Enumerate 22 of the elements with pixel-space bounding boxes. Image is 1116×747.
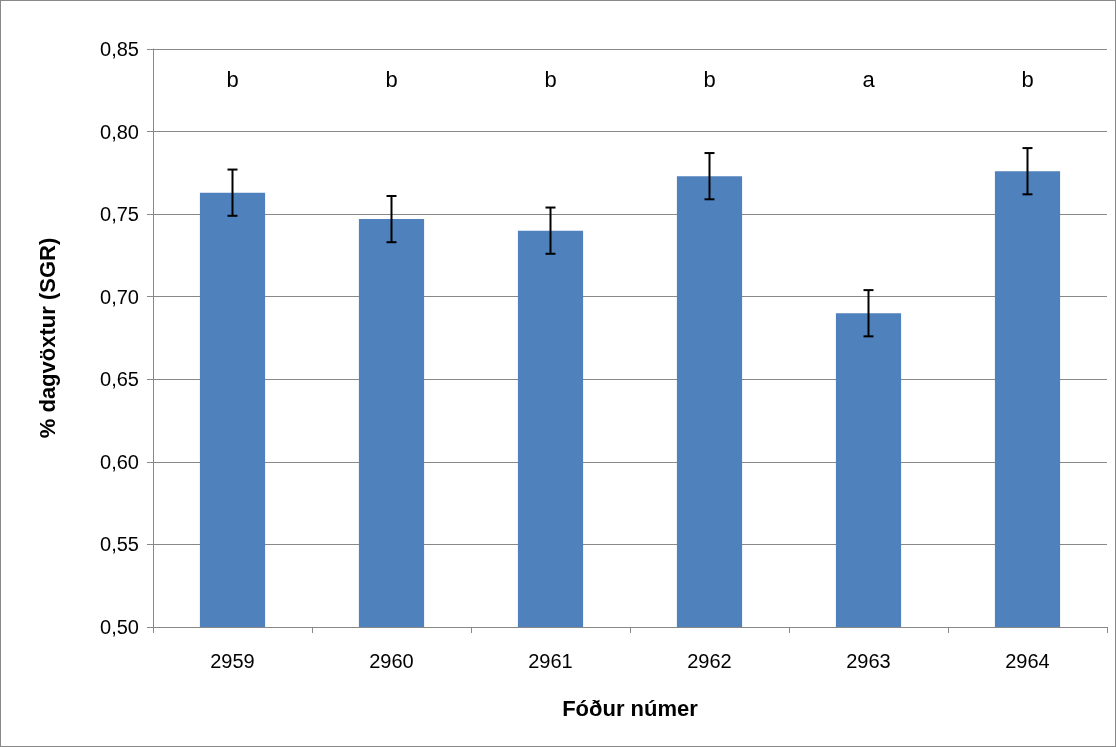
- annotation: b: [703, 66, 716, 92]
- x-tick-label: 2963: [846, 650, 891, 672]
- annotation: b: [1021, 66, 1034, 92]
- y-tick-label: 0,80: [100, 120, 139, 143]
- y-tick-label: 0,60: [100, 450, 139, 473]
- x-tick-label: 2961: [528, 650, 573, 672]
- y-tick-label: 0,55: [100, 533, 139, 556]
- x-tick-label: 2959: [210, 650, 255, 672]
- annotation: b: [544, 66, 557, 92]
- y-tick-label: 0,50: [100, 616, 139, 638]
- annotation: b: [226, 66, 239, 92]
- y-axis-title: % dagvöxtur (SGR): [34, 237, 60, 439]
- x-tick-label: 2960: [369, 650, 414, 672]
- x-tick-label: 2964: [1005, 650, 1050, 672]
- x-axis-title: Fóður númer: [562, 695, 699, 721]
- y-tick-label: 0,70: [100, 285, 139, 308]
- x-tick-label: 2962: [687, 650, 732, 672]
- annotation: b: [385, 66, 398, 92]
- y-tick-label: 0,65: [100, 368, 139, 391]
- y-tick-label: 0,75: [100, 203, 139, 226]
- y-tick-label: 0,85: [100, 38, 139, 60]
- annotation: a: [862, 66, 876, 92]
